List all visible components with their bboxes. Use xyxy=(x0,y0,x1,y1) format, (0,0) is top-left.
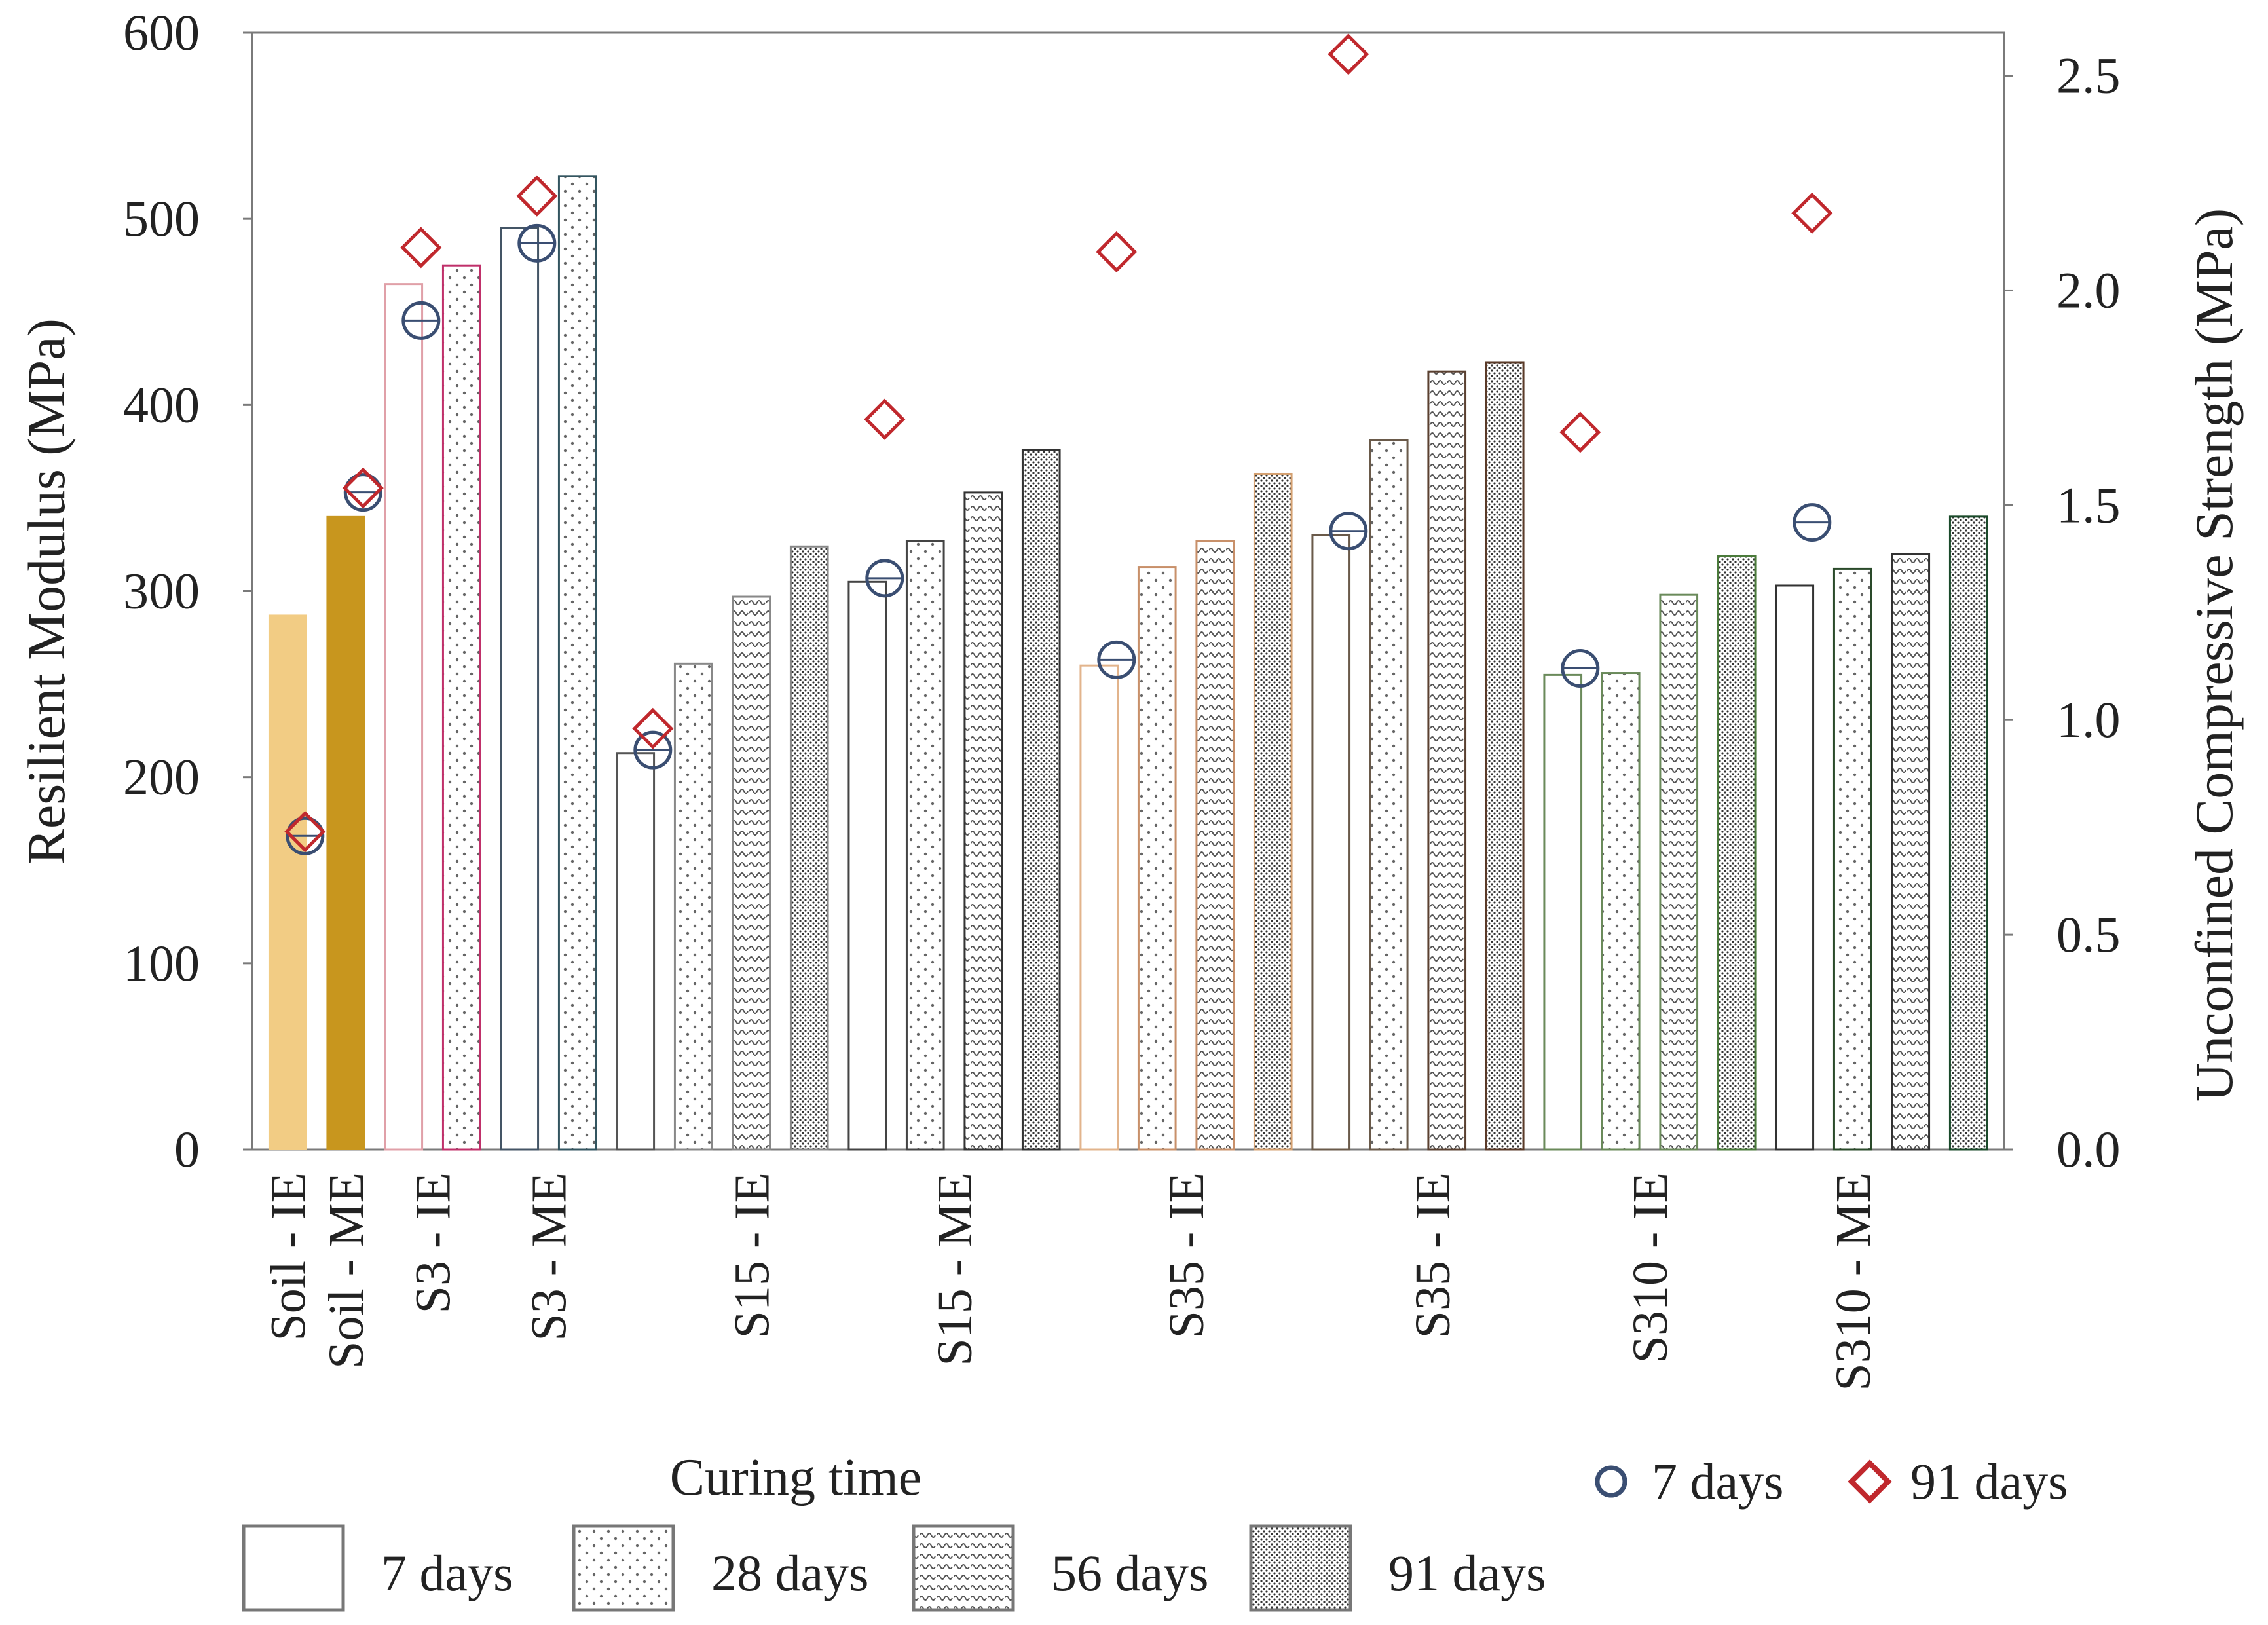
left-tick-label: 600 xyxy=(123,4,200,61)
bar xyxy=(441,264,481,1151)
plot-area xyxy=(251,31,2005,1151)
bar xyxy=(1659,593,1699,1151)
bar xyxy=(1775,584,1815,1151)
marker-legend-label: 91 days xyxy=(1910,1453,2068,1510)
marker-legend-diamond-icon xyxy=(1848,1459,1892,1504)
left-tick-label: 300 xyxy=(123,563,200,620)
category-label: S15 - IE xyxy=(724,1172,779,1338)
bar xyxy=(673,662,713,1151)
bar xyxy=(789,545,829,1151)
ucs-91-days-point xyxy=(342,467,384,509)
bar xyxy=(1427,370,1467,1151)
marker-legend-circle-icon xyxy=(1595,1465,1627,1498)
left-tick-label: 0 xyxy=(174,1121,200,1178)
left-tick-label: 500 xyxy=(123,190,200,247)
bar-legend-swatch xyxy=(242,1524,345,1612)
ucs-91-days-point xyxy=(1791,192,1833,234)
bar xyxy=(732,595,771,1151)
bar xyxy=(1253,472,1293,1151)
ucs-91-days-point xyxy=(1328,33,1369,75)
bar-legend-label: 91 days xyxy=(1388,1544,1546,1601)
bar-legend: 7 days 28 days 56 days 91 days xyxy=(242,1524,1546,1612)
bar xyxy=(1601,672,1641,1151)
right-tick-label: 2.0 xyxy=(2056,261,2121,318)
right-tick-label: 1.0 xyxy=(2056,691,2121,748)
bar-legend-label: 56 days xyxy=(1051,1544,1208,1601)
bar-legend-swatch xyxy=(572,1524,675,1612)
ucs-91-days-point xyxy=(632,707,674,749)
bar xyxy=(1948,515,1988,1151)
bar xyxy=(1195,540,1235,1151)
bar xyxy=(268,614,307,1150)
bar xyxy=(384,283,424,1151)
right-tick-label: 0.0 xyxy=(2056,1121,2121,1178)
bar xyxy=(1543,673,1583,1151)
left-tick-label: 200 xyxy=(123,749,200,806)
right-axis-title: Unconfined Compressive Strength (MPa) xyxy=(2184,208,2244,1102)
bar xyxy=(1717,555,1757,1151)
bar xyxy=(1021,449,1061,1151)
category-label: S3 - ME xyxy=(522,1172,577,1341)
bar xyxy=(1891,553,1931,1151)
right-tick-label: 0.5 xyxy=(2056,906,2121,963)
right-tick-label: 1.5 xyxy=(2056,476,2121,533)
bars-group xyxy=(268,175,1988,1151)
left-axis-title: Resilient Modulus (MPa) xyxy=(16,318,76,865)
bar xyxy=(1079,664,1119,1151)
category-label: S310 - ME xyxy=(1826,1172,1881,1391)
category-label: Soil - IE xyxy=(261,1172,316,1341)
marker-legend-label: 7 days xyxy=(1652,1453,1783,1510)
ucs-91-days-point xyxy=(516,175,558,217)
right-axis-ticks: 0.0 0.5 1.0 1.5 2.0 2.5 xyxy=(2004,47,2121,1178)
bar xyxy=(326,515,365,1150)
category-label: S35 - IE xyxy=(1159,1172,1214,1338)
right-tick-label: 2.5 xyxy=(2056,47,2121,104)
bar xyxy=(500,227,540,1151)
bar xyxy=(1137,566,1177,1151)
bar xyxy=(1832,567,1872,1151)
bar xyxy=(616,752,656,1151)
ucs-91-days-point xyxy=(400,227,442,269)
bar-legend-label: 28 days xyxy=(711,1544,868,1601)
left-axis-ticks: 0 100 200 300 400 500 600 xyxy=(123,4,252,1178)
marker-legend: 7 days 91 days xyxy=(1595,1453,2068,1510)
category-label: S310 - IE xyxy=(1623,1172,1678,1363)
bar xyxy=(905,540,945,1151)
bar-legend-swatch xyxy=(912,1524,1015,1612)
ucs-91-days-point xyxy=(864,398,906,440)
bar xyxy=(963,491,1003,1151)
bar xyxy=(557,175,597,1151)
bar xyxy=(1485,361,1525,1151)
left-tick-label: 400 xyxy=(123,376,200,433)
category-labels: Soil - IE Soil - ME S3 - IE S3 - ME S15 - IE… xyxy=(261,1172,1881,1391)
bar xyxy=(847,580,887,1151)
ucs-91-days-point xyxy=(284,811,326,853)
category-label: Soil - ME xyxy=(319,1172,374,1369)
bar-legend-swatch xyxy=(1249,1524,1352,1612)
bar xyxy=(1369,439,1409,1151)
markers-group xyxy=(284,33,1833,855)
bar-legend-label: 7 days xyxy=(381,1544,513,1601)
ucs-91-days-point xyxy=(1096,231,1138,272)
bar xyxy=(1311,534,1351,1151)
left-tick-label: 100 xyxy=(123,935,200,992)
category-label: S15 - ME xyxy=(927,1172,982,1366)
ucs-91-days-point xyxy=(1559,411,1601,453)
category-label: S3 - IE xyxy=(406,1172,461,1313)
category-label: S35 - IE xyxy=(1405,1172,1460,1338)
bar-legend-title: Curing time xyxy=(670,1449,921,1506)
